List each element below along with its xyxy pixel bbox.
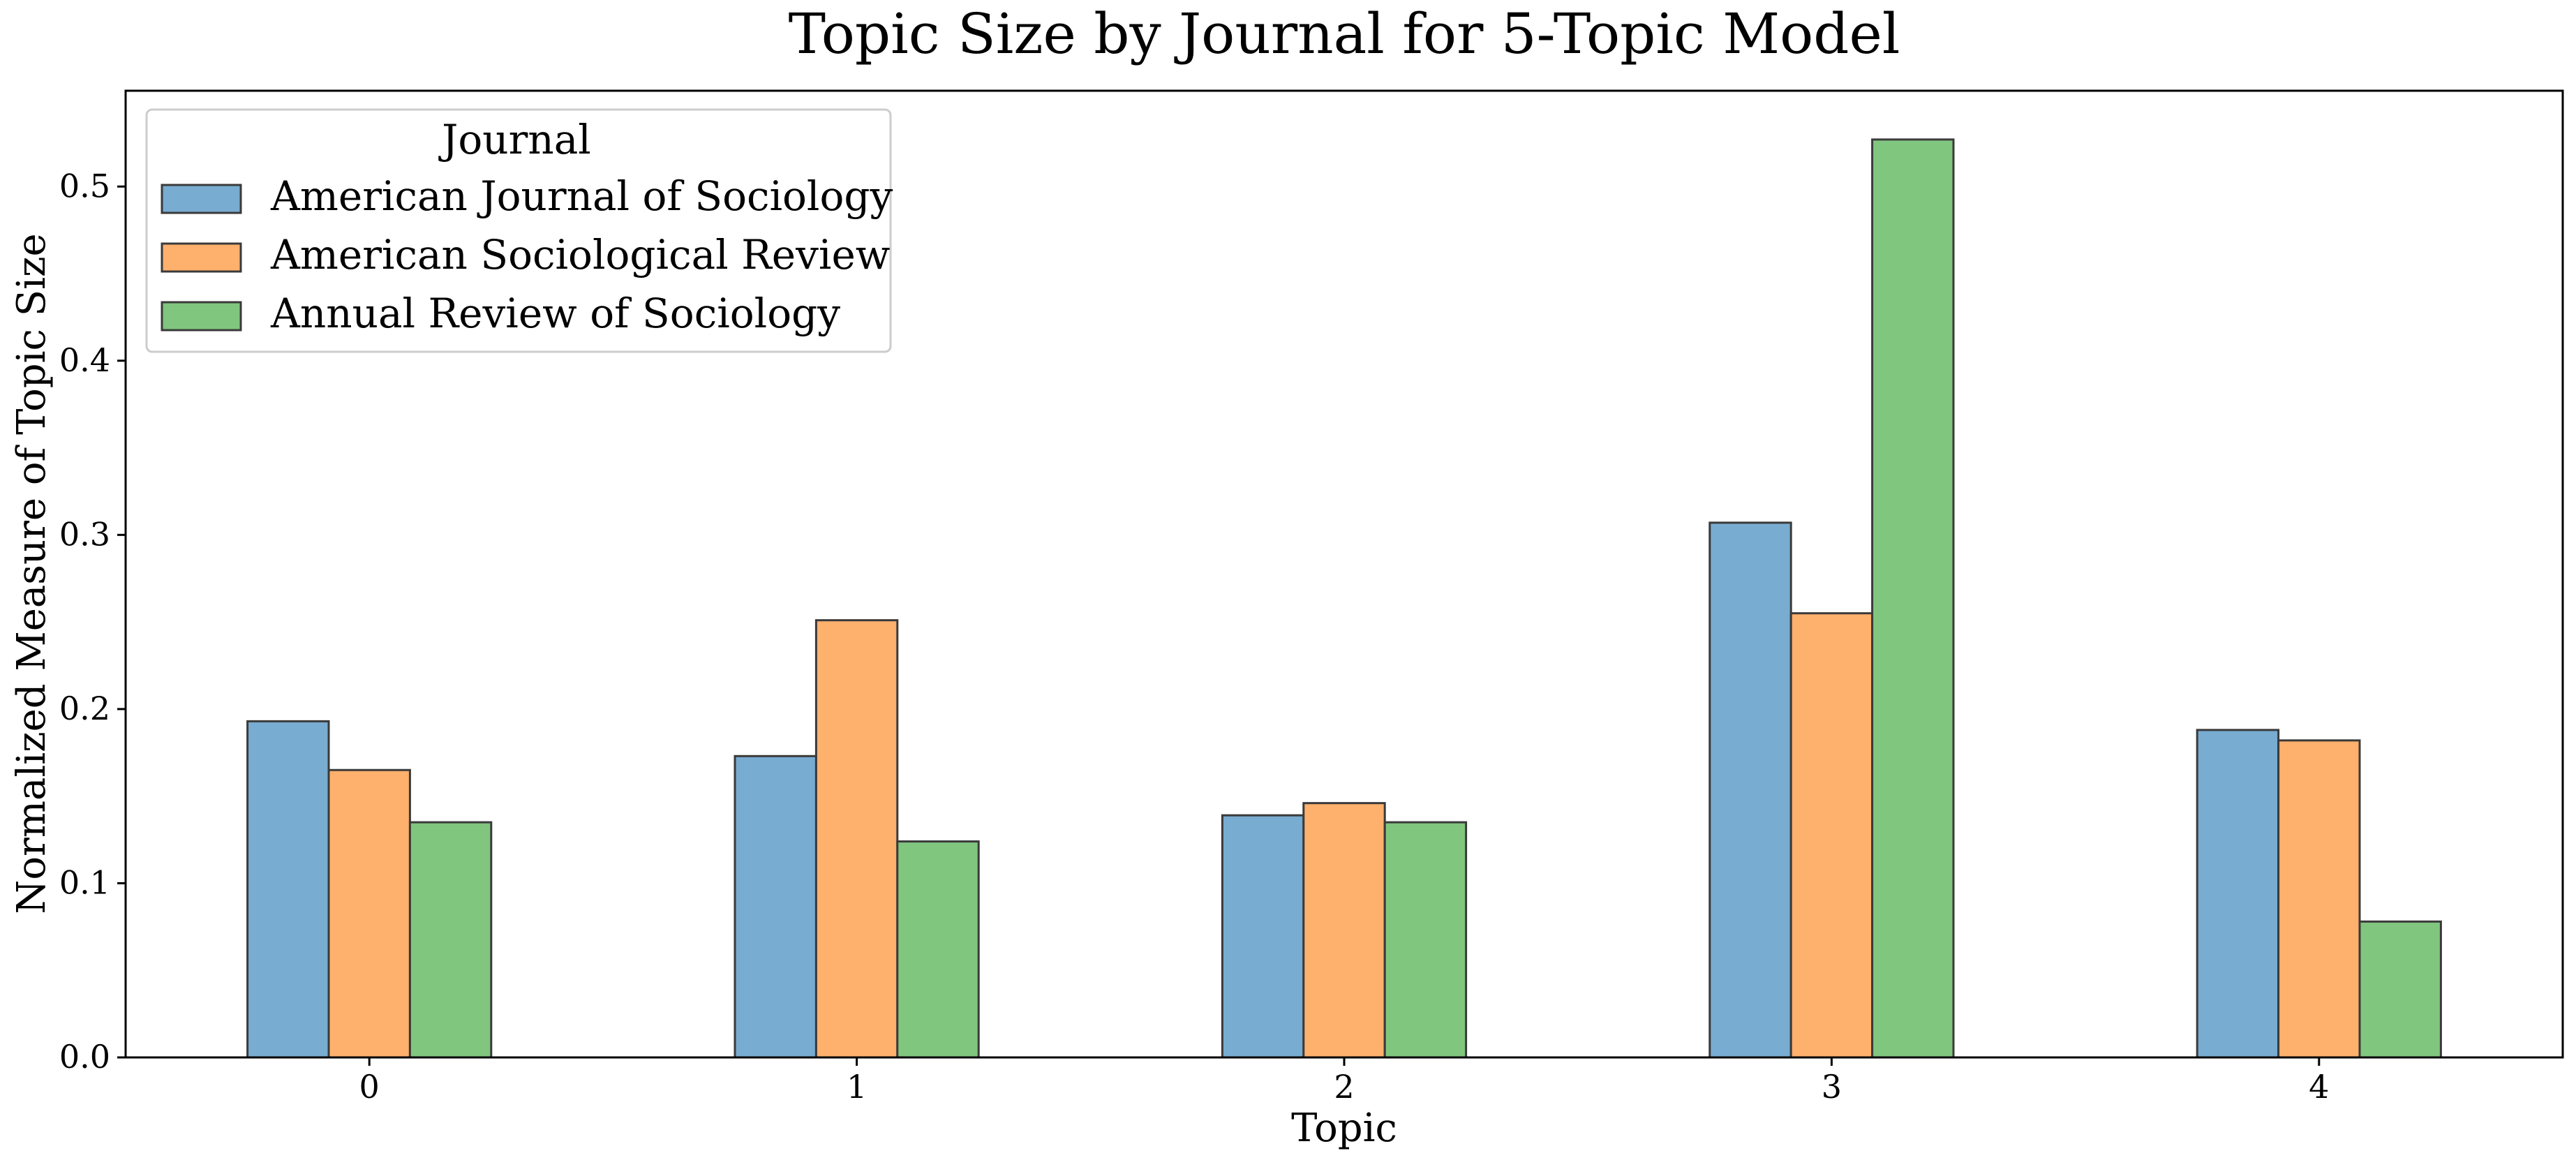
x-tick-label: 2 <box>1334 1068 1354 1106</box>
legend-frame <box>145 108 892 353</box>
legend-label: American Journal of Sociology <box>270 172 893 220</box>
bar <box>1383 821 1468 1059</box>
bar <box>814 619 899 1059</box>
bars-group <box>246 138 2442 1059</box>
x-axis-ticks: 0 1 2 3 4 <box>359 1057 2329 1106</box>
legend-label: American Sociological Review <box>270 231 890 278</box>
bar <box>1221 814 1305 1059</box>
legend-label: Annual Review of Sociology <box>270 290 840 337</box>
bar <box>1871 138 1955 1059</box>
x-axis-label: Topic <box>1291 1106 1397 1151</box>
y-axis-ticks: 0.0 0.1 0.2 0.3 0.4 0.5 <box>59 167 126 1076</box>
x-tick-label: 1 <box>847 1068 867 1106</box>
y-tick-label: 0.1 <box>59 863 110 901</box>
y-tick-label: 0.4 <box>59 341 110 379</box>
bar <box>327 768 411 1059</box>
bar <box>1789 612 1874 1059</box>
legend-swatch <box>161 242 242 273</box>
plot-frame <box>124 89 2564 1059</box>
x-tick-label: 3 <box>1822 1068 1842 1106</box>
y-tick-label: 0.0 <box>59 1038 110 1076</box>
bar <box>2358 920 2442 1059</box>
bar <box>2277 739 2361 1059</box>
legend-swatch <box>161 301 242 332</box>
x-tick-label: 0 <box>359 1068 380 1106</box>
legend-title: Journal <box>438 116 591 163</box>
y-tick-label: 0.2 <box>59 690 110 727</box>
bar <box>1302 802 1386 1059</box>
y-tick-label: 0.5 <box>59 167 110 205</box>
bar <box>896 840 980 1059</box>
bar <box>408 821 493 1059</box>
legend: Journal American Journal of Sociology Ame… <box>145 108 893 353</box>
x-tick-label: 4 <box>2309 1068 2329 1106</box>
bar <box>1708 521 1792 1059</box>
bar <box>2196 729 2280 1059</box>
y-axis-label: Normalized Measure of Topic Size <box>9 233 54 914</box>
bar <box>246 720 330 1059</box>
legend-swatch <box>161 184 242 214</box>
chart-title: Topic Size by Journal for 5-Topic Model <box>789 1 1900 66</box>
y-tick-label: 0.3 <box>59 515 110 553</box>
bar <box>734 755 817 1059</box>
